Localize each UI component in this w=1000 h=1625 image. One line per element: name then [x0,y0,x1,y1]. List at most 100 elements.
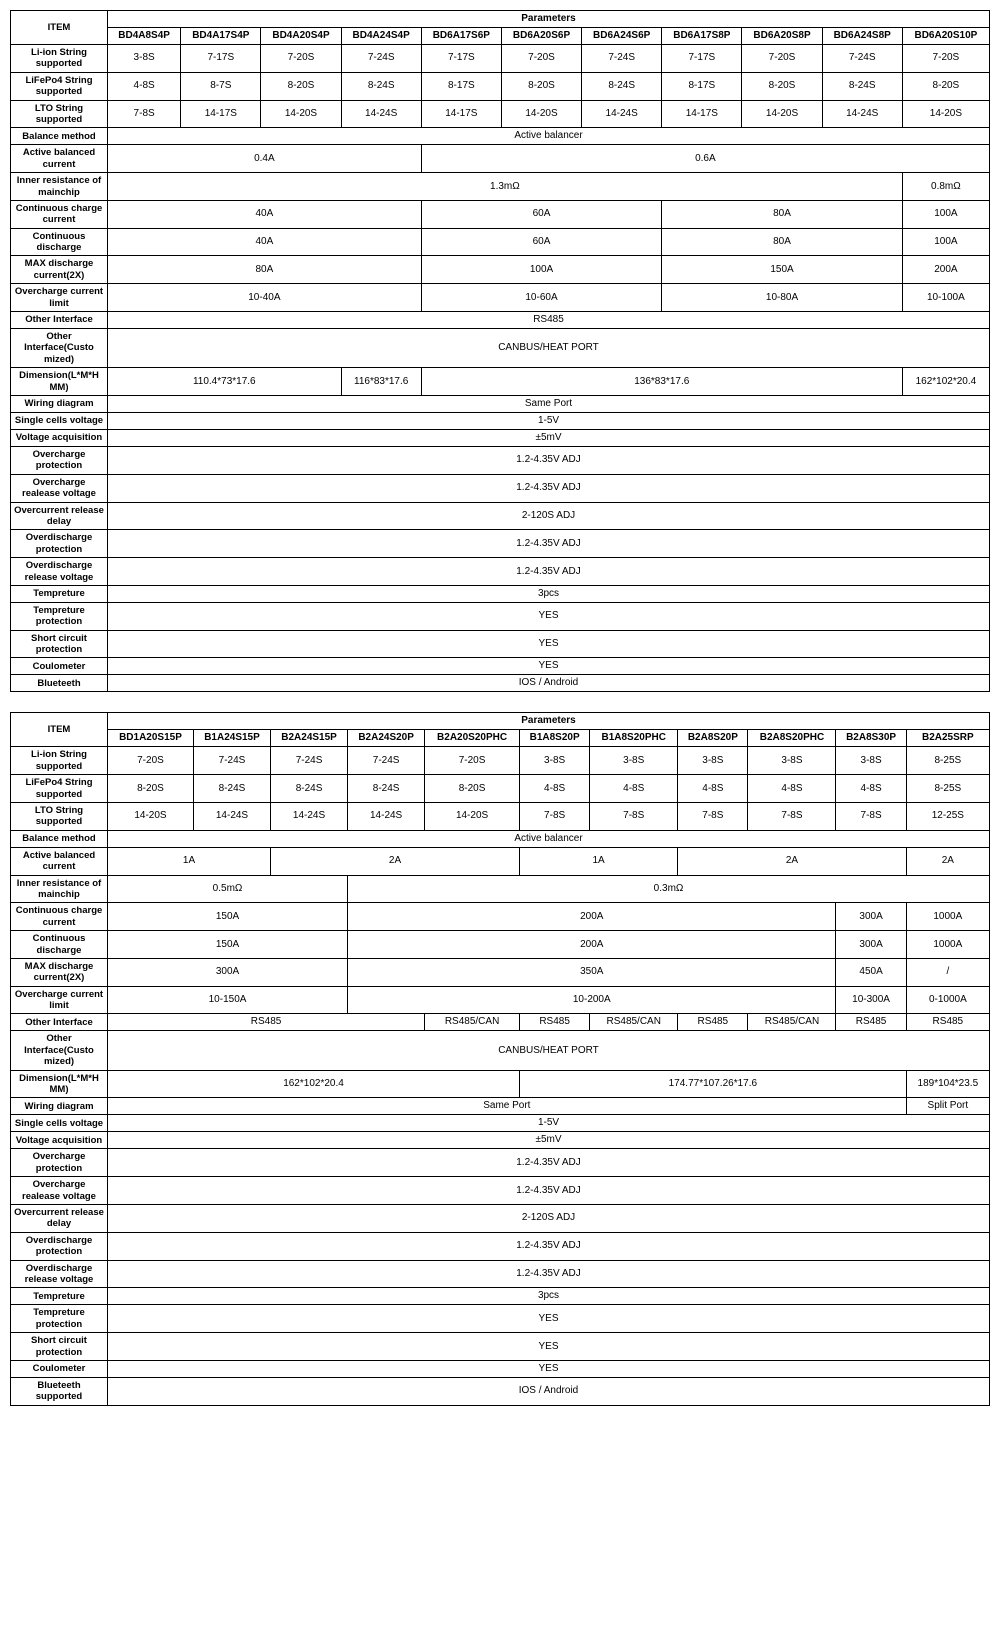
table-cell: 8-25S [906,775,989,803]
table-cell: 8-20S [425,775,520,803]
table-cell: 8-25S [906,747,989,775]
row-label: LiFePo4 String supported [11,72,108,100]
row-label: Li-ion String supported [11,747,108,775]
row-label: Tempreture [11,585,108,602]
column-header: B2A25SRP [906,730,989,747]
table-row: Overcharge current limit10-40A10-60A10-8… [11,284,990,312]
table-cell: 14-24S [582,100,662,128]
table-cell: 3-8S [590,747,678,775]
table-cell: Same Port [108,1098,907,1115]
table-cell: 7-24S [341,45,421,73]
table-row: Overcharge realease voltage1.2-4.35V ADJ [11,474,990,502]
table-row: Other Interface(Custo mized)CANBUS/HEAT … [11,329,990,368]
params-header: Parameters [108,11,990,28]
table-cell: 2A [271,847,520,875]
table-row: Continuous charge current40A60A80A100A [11,200,990,228]
table-cell: 10-60A [421,284,662,312]
table-cell: 1-5V [108,412,990,429]
table-cell: 7-8S [836,803,906,831]
table-row: Continuous discharge40A60A80A100A [11,228,990,256]
row-label: Coulometer [11,658,108,675]
table-cell: ±5mV [108,429,990,446]
table-cell: 150A [662,256,903,284]
row-label: Continuous discharge [11,931,108,959]
table-cell: 7-8S [590,803,678,831]
table-cell: 150A [108,931,348,959]
table-cell: 14-20S [425,803,520,831]
table-cell: 4-8S [108,72,181,100]
table-row: Overcurrent release delay2-120S ADJ [11,1205,990,1233]
table-cell: RS485 [906,1014,989,1031]
table-cell: RS485 [108,1014,425,1031]
table-cell: 0.5mΩ [108,875,348,903]
header-row-1: ITEM Parameters [11,11,990,28]
row-label: Inner resistance of mainchip [11,875,108,903]
table-cell: 12-25S [906,803,989,831]
table-cell: 4-8S [678,775,748,803]
table-row: BlueteethIOS / Android [11,675,990,692]
row-label: Balance method [11,128,108,145]
table-row: Overdischarge release voltage1.2-4.35V A… [11,1260,990,1288]
table-cell: YES [108,1360,990,1377]
table-cell: YES [108,1305,990,1333]
table-cell: 162*102*20.4 [902,368,989,396]
table-cell: 7-8S [748,803,836,831]
column-header: BD4A8S4P [108,28,181,45]
table-row: LiFePo4 String supported8-20S8-24S8-24S8… [11,775,990,803]
table-row: Overdischarge release voltage1.2-4.35V A… [11,558,990,586]
table-row: Overcharge protection1.2-4.35V ADJ [11,446,990,474]
column-header: BD4A17S4P [181,28,261,45]
table-row: Other Interface(Custo mized)CANBUS/HEAT … [11,1031,990,1070]
table-cell: 0.6A [421,145,989,173]
row-label: LTO String supported [11,100,108,128]
row-label: Overdischarge protection [11,1232,108,1260]
row-label: Active balanced current [11,847,108,875]
table-cell: 14-20S [742,100,822,128]
table-row: Other InterfaceRS485RS485/CANRS485RS485/… [11,1014,990,1031]
column-header: BD4A24S4P [341,28,421,45]
table-row: LiFePo4 String supported4-8S8-7S8-20S8-2… [11,72,990,100]
table-cell: 10-200A [348,986,836,1014]
table-cell: 60A [421,228,662,256]
table-cell: Active balancer [108,128,990,145]
table-cell: 14-24S [193,803,270,831]
row-label: Other Interface [11,312,108,329]
spec-table-1: ITEM Parameters BD4A8S4PBD4A17S4PBD4A20S… [10,10,990,692]
table-row: Overdischarge protection1.2-4.35V ADJ [11,1232,990,1260]
table-cell: 40A [108,200,422,228]
table-cell: 8-24S [348,775,425,803]
row-label: Short circuit protection [11,630,108,658]
column-header: BD6A24S8P [822,28,902,45]
table-row: Tempreture protectionYES [11,1305,990,1333]
table-row: Li-ion String supported3-8S7-17S7-20S7-2… [11,45,990,73]
table-cell: 7-8S [678,803,748,831]
table-cell: 100A [902,228,989,256]
table-row: Overcharge realease voltage1.2-4.35V ADJ [11,1177,990,1205]
column-header: BD6A20S8P [742,28,822,45]
table-cell: 1-5V [108,1115,990,1132]
row-label: Overcurrent release delay [11,1205,108,1233]
table-row: Inner resistance of mainchip1.3mΩ0.8mΩ [11,173,990,201]
table-row: Overcurrent release delay2-120S ADJ [11,502,990,530]
table-cell: 2A [906,847,989,875]
table-cell: 1.2-4.35V ADJ [108,1149,990,1177]
table-cell: 14-20S [108,803,194,831]
row-label: Dimension(L*M*H MM) [11,368,108,396]
column-header: BD6A20S6P [501,28,581,45]
table-cell: 8-20S [261,72,341,100]
column-header: BD6A17S6P [421,28,501,45]
row-label: Overcharge protection [11,446,108,474]
row-label: Coulometer [11,1360,108,1377]
table-cell: RS485/CAN [748,1014,836,1031]
column-header: B2A8S30P [836,730,906,747]
row-label: Overcurrent release delay [11,502,108,530]
table-row: Wiring diagramSame Port [11,395,990,412]
table-row: LTO String supported7-8S14-17S14-20S14-2… [11,100,990,128]
table-cell: 3-8S [836,747,906,775]
table-cell: 14-24S [822,100,902,128]
row-label: Overcharge realease voltage [11,474,108,502]
table-cell: 14-24S [348,803,425,831]
table-cell: 100A [902,200,989,228]
table-cell: 0.3mΩ [348,875,990,903]
table-cell: 14-20S [902,100,989,128]
